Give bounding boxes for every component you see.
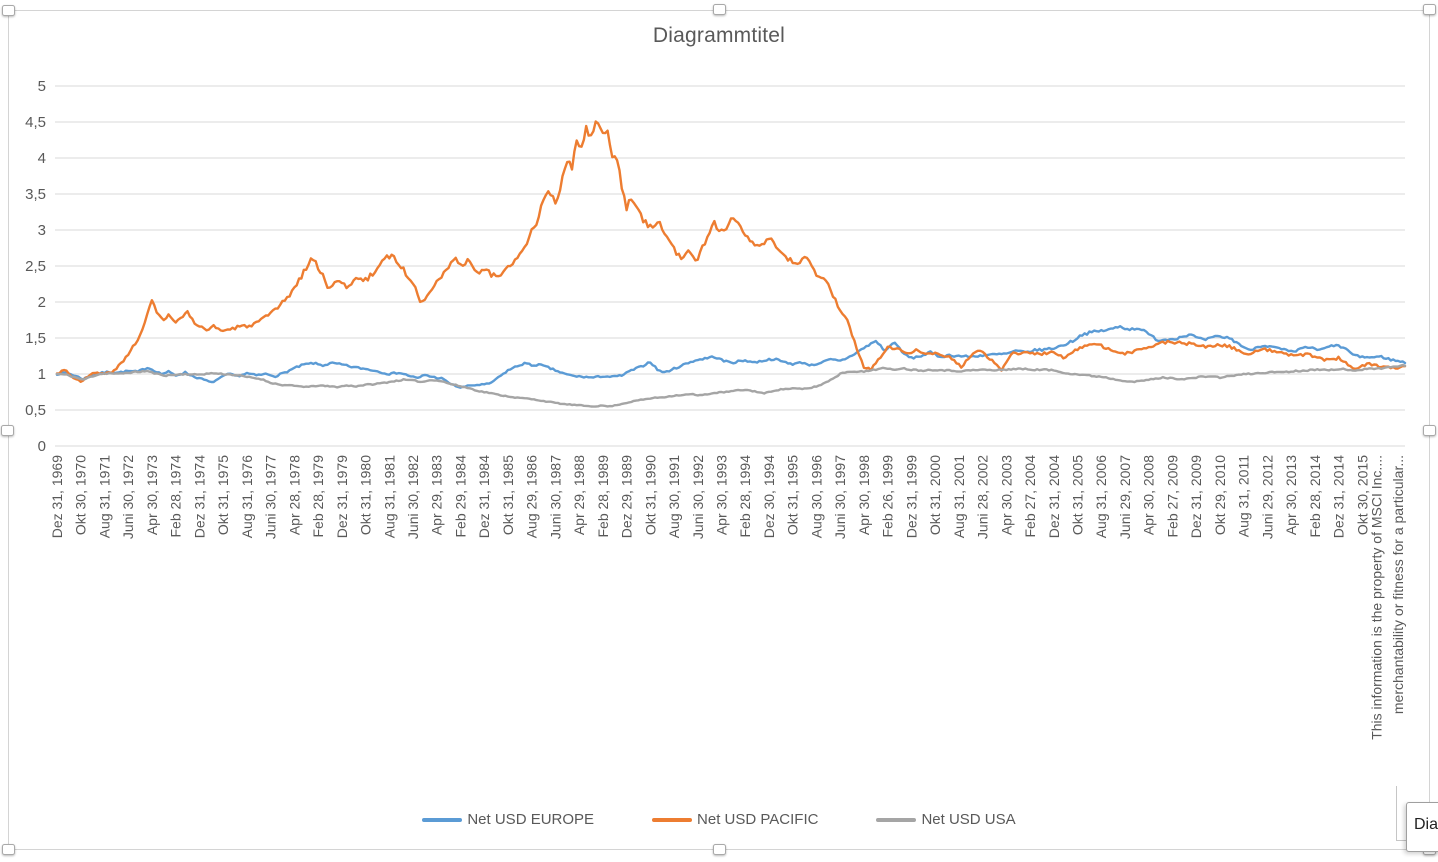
svg-text:Feb 27, 2004: Feb 27, 2004 <box>1022 455 1038 538</box>
svg-text:Aug 31, 1976: Aug 31, 1976 <box>239 455 255 539</box>
legend-item-pacific[interactable]: Net USD PACIFIC <box>652 811 818 828</box>
svg-text:Okt 31, 1985: Okt 31, 1985 <box>500 455 516 535</box>
svg-text:Apr 30, 2008: Apr 30, 2008 <box>1141 455 1157 535</box>
svg-text:Dez 31, 1969: Dez 31, 1969 <box>49 455 65 538</box>
resize-handle-top-right[interactable] <box>1423 4 1436 15</box>
svg-text:Dez 31, 2014: Dez 31, 2014 <box>1331 455 1347 538</box>
svg-text:Feb 28, 1979: Feb 28, 1979 <box>310 455 326 538</box>
svg-text:Aug 31, 1971: Aug 31, 1971 <box>97 455 113 539</box>
legend-label: Net USD EUROPE <box>467 811 595 828</box>
svg-text:0: 0 <box>38 438 46 455</box>
svg-text:Juni 30, 1982: Juni 30, 1982 <box>405 455 421 539</box>
svg-text:2: 2 <box>38 294 46 311</box>
svg-text:Dez 31, 1979: Dez 31, 1979 <box>334 455 350 538</box>
europe-line-swatch <box>422 817 463 822</box>
svg-text:3: 3 <box>38 222 46 239</box>
svg-text:Aug 29, 1986: Aug 29, 1986 <box>524 455 540 539</box>
usa-line-swatch <box>876 817 917 822</box>
chart-area-tooltip: Dia <box>1406 802 1438 852</box>
svg-text:Aug 31, 2006: Aug 31, 2006 <box>1093 455 1109 539</box>
svg-text:Juni 28, 2002: Juni 28, 2002 <box>975 455 991 539</box>
svg-text:Aug 31, 2001: Aug 31, 2001 <box>951 455 967 539</box>
svg-text:Feb 27, 2009: Feb 27, 2009 <box>1164 455 1180 538</box>
svg-text:Aug 31, 1981: Aug 31, 1981 <box>381 455 397 539</box>
cell-grid-line-horizontal <box>1396 840 1412 841</box>
resize-handle-top-center[interactable] <box>713 4 726 15</box>
svg-text:Apr 30, 1973: Apr 30, 1973 <box>144 455 160 535</box>
svg-text:Dez 31, 2004: Dez 31, 2004 <box>1046 455 1062 538</box>
svg-text:Okt 31, 1980: Okt 31, 1980 <box>358 455 374 535</box>
svg-text:Apr 29, 1988: Apr 29, 1988 <box>571 455 587 535</box>
svg-text:Okt 31, 2005: Okt 31, 2005 <box>1070 455 1086 535</box>
svg-text:Juni 30, 1972: Juni 30, 1972 <box>120 455 136 539</box>
svg-text:Aug 30, 1996: Aug 30, 1996 <box>808 455 824 539</box>
svg-text:Okt 30, 1970: Okt 30, 1970 <box>73 455 89 535</box>
resize-handle-bottom-center[interactable] <box>713 844 726 855</box>
svg-text:Apr 30, 2013: Apr 30, 2013 <box>1283 455 1299 535</box>
svg-text:Aug 31, 2011: Aug 31, 2011 <box>1236 455 1252 537</box>
pacific-line-swatch <box>652 817 693 822</box>
svg-text:Dez 31, 2009: Dez 31, 2009 <box>1188 455 1204 538</box>
svg-text:Feb 28, 1994: Feb 28, 1994 <box>737 455 753 538</box>
series-line[interactable] <box>55 363 1407 408</box>
svg-text:Dez 29, 1989: Dez 29, 1989 <box>619 455 635 538</box>
svg-text:Apr 28, 1978: Apr 28, 1978 <box>286 455 302 535</box>
svg-text:Dez 31, 1974: Dez 31, 1974 <box>191 455 207 538</box>
svg-text:Dez 31, 1999: Dez 31, 1999 <box>903 455 919 538</box>
x-axis-labels: Dez 31, 1969 Okt 30, 1970 Aug 31, 1971 Juni… <box>49 455 1406 740</box>
svg-text:3,5: 3,5 <box>25 186 46 203</box>
y-axis-labels: 0 0,5 1 1,5 2 2,5 3 3,5 4 4,5 5 <box>25 78 46 455</box>
chart-title[interactable]: Diagrammtitel <box>652 24 786 47</box>
svg-text:Apr 30, 2003: Apr 30, 2003 <box>998 455 1014 535</box>
series-line[interactable] <box>55 325 1407 389</box>
svg-text:Apr 29, 1983: Apr 29, 1983 <box>429 455 445 535</box>
svg-text:This information is the proper: This information is the property of MSCI… <box>1369 455 1385 740</box>
svg-text:Juni 30, 1992: Juni 30, 1992 <box>690 455 706 539</box>
svg-text:Feb 26, 1999: Feb 26, 1999 <box>880 455 896 538</box>
legend-item-usa[interactable]: Net USD USA <box>876 811 1016 828</box>
svg-text:1,5: 1,5 <box>25 330 46 347</box>
svg-text:Okt 30, 2015: Okt 30, 2015 <box>1354 455 1370 535</box>
resize-handle-middle-right[interactable] <box>1423 425 1436 436</box>
svg-text:Juni 29, 2012: Juni 29, 2012 <box>1259 455 1275 539</box>
legend: Net USD EUROPE Net USD PACIFIC Net USD U… <box>0 811 1438 828</box>
svg-text:0,5: 0,5 <box>25 402 46 419</box>
cell-grid-line-vertical <box>1396 786 1397 841</box>
svg-text:Feb 28, 2014: Feb 28, 2014 <box>1307 455 1323 538</box>
series-line[interactable] <box>55 120 1407 383</box>
resize-handle-bottom-left[interactable] <box>2 844 15 855</box>
legend-label: Net USD PACIFIC <box>697 811 819 828</box>
svg-text:Apr 30, 1998: Apr 30, 1998 <box>856 455 872 535</box>
svg-text:merchantability or fitness for: merchantability or fitness for a particu… <box>1390 455 1406 714</box>
svg-text:Feb 28, 1974: Feb 28, 1974 <box>168 455 184 538</box>
svg-text:Okt 31, 1990: Okt 31, 1990 <box>642 455 658 535</box>
resize-handle-middle-left[interactable] <box>1 425 14 436</box>
svg-text:Okt 31, 1995: Okt 31, 1995 <box>785 455 801 535</box>
svg-text:Aug 30, 1991: Aug 30, 1991 <box>666 455 682 539</box>
svg-text:1: 1 <box>38 366 46 383</box>
svg-text:Feb 29, 1984: Feb 29, 1984 <box>453 455 469 538</box>
svg-text:Juni 30, 1997: Juni 30, 1997 <box>832 455 848 539</box>
svg-text:Dez 31, 1984: Dez 31, 1984 <box>476 455 492 538</box>
svg-text:4,5: 4,5 <box>25 114 46 131</box>
svg-text:Okt 31, 2000: Okt 31, 2000 <box>927 455 943 535</box>
svg-text:2,5: 2,5 <box>25 258 46 275</box>
svg-text:5: 5 <box>38 78 46 95</box>
svg-text:Okt 31, 1975: Okt 31, 1975 <box>215 455 231 535</box>
legend-label: Net USD USA <box>921 811 1016 828</box>
svg-text:Juni 30, 1987: Juni 30, 1987 <box>547 455 563 539</box>
svg-text:Dez 30, 1994: Dez 30, 1994 <box>761 455 777 538</box>
series-lines <box>55 120 1407 408</box>
svg-text:Juni 29, 2007: Juni 29, 2007 <box>1117 455 1133 539</box>
svg-text:Feb 28, 1989: Feb 28, 1989 <box>595 455 611 538</box>
svg-text:Apr 30, 1993: Apr 30, 1993 <box>714 455 730 535</box>
svg-text:4: 4 <box>38 150 46 167</box>
svg-text:Juni 30, 1977: Juni 30, 1977 <box>263 455 279 539</box>
svg-text:Okt 29, 2010: Okt 29, 2010 <box>1212 455 1228 535</box>
legend-item-europe[interactable]: Net USD EUROPE <box>422 811 594 828</box>
tooltip-text: Dia <box>1414 816 1438 833</box>
resize-handle-top-left[interactable] <box>2 5 15 16</box>
